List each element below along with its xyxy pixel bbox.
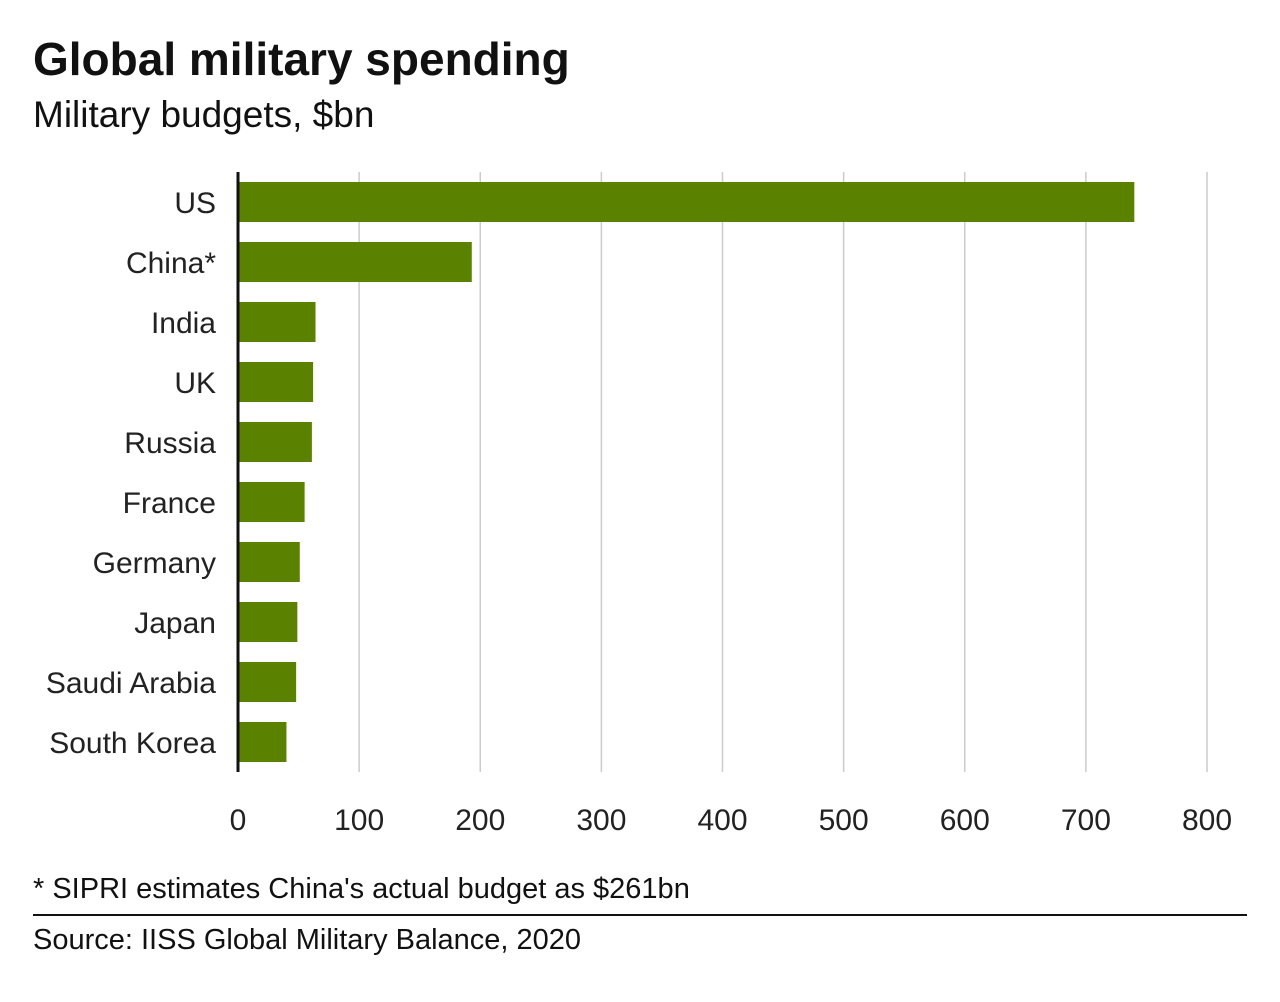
bar-us [238, 182, 1135, 222]
footnote: * SIPRI estimates China's actual budget … [33, 873, 690, 905]
category-labels: US China* India UK Russia France Germany Japan S… [46, 187, 216, 760]
chart-subtitle: Military budgets, $bn [33, 94, 375, 135]
bar-south-korea [238, 722, 287, 762]
bar-uk [238, 362, 314, 402]
bar-france [238, 482, 305, 522]
chart-title: Global military spending [33, 33, 570, 85]
bar-india [238, 302, 316, 342]
bar-china [238, 242, 472, 282]
x-tick-label: 800 [1182, 804, 1232, 837]
category-label: US [174, 187, 216, 220]
source-note: Source: IISS Global Military Balance, 20… [33, 924, 582, 956]
x-tick-label: 700 [1061, 804, 1111, 837]
category-label: Germany [93, 547, 216, 580]
x-tick-label: 400 [697, 804, 747, 837]
footer-divider [33, 914, 1247, 916]
tick-labels: 0 100 200 300 400 500 600 700 800 [230, 804, 1232, 837]
x-tick-label: 100 [334, 804, 384, 837]
bars [238, 182, 1135, 762]
bar-saudi-arabia [238, 662, 297, 702]
bar-germany [238, 542, 300, 582]
category-label: Saudi Arabia [46, 667, 216, 700]
gridlines [358, 172, 1208, 772]
category-label: Russia [124, 427, 216, 460]
x-tick-label: 200 [455, 804, 505, 837]
x-tick-label: 300 [576, 804, 626, 837]
bar-russia [238, 422, 312, 462]
category-label: China* [126, 247, 216, 280]
category-label: India [151, 307, 216, 340]
bar-japan [238, 602, 298, 642]
x-tick-label: 600 [940, 804, 990, 837]
bar-chart: US China* India UK Russia France Germany Japan S… [46, 172, 1232, 837]
category-label: South Korea [49, 727, 216, 760]
category-label: France [123, 487, 216, 520]
category-label: UK [174, 367, 216, 400]
category-label: Japan [134, 607, 216, 640]
x-tick-label: 0 [230, 804, 247, 837]
x-tick-label: 500 [819, 804, 869, 837]
